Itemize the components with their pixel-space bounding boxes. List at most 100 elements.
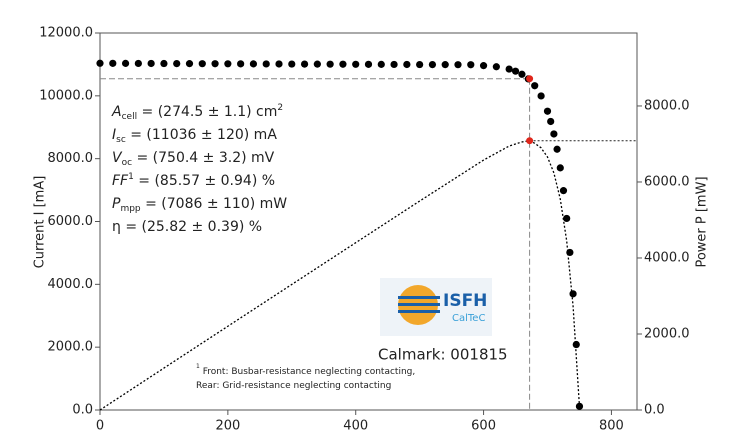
annotation-part: = (274.5 ± 1.1) cm — [137, 104, 277, 120]
iv-point — [563, 214, 571, 223]
iv-point — [479, 62, 488, 70]
iv-point — [134, 59, 142, 68]
footnote-part: 1 — [196, 363, 200, 370]
annotation-part: FF — [112, 173, 129, 189]
iv-point — [96, 59, 104, 67]
iv-point — [467, 61, 475, 69]
footnote-part: Rear: Grid-resistance neglecting contact… — [196, 381, 391, 391]
x-tick-label: 400 — [343, 419, 368, 434]
y2-tick-label: 2000.0 — [644, 326, 690, 341]
iv-point — [249, 60, 258, 68]
logo-stripe — [398, 303, 440, 306]
annotation-part: A — [111, 104, 122, 120]
x-tick-label: 800 — [599, 419, 624, 434]
iv-point — [224, 60, 232, 68]
iv-point — [492, 63, 500, 71]
y2-tick-label: 6000.0 — [644, 174, 690, 189]
annotation: Acell = (274.5 ± 1.1) cm2 — [111, 103, 283, 122]
iv-point — [377, 60, 385, 68]
iv-point — [185, 60, 194, 68]
calmark: Calmark: 001815 — [378, 346, 508, 364]
annotation-part: η = (25.82 ± 0.39) % — [112, 219, 262, 235]
annotation-part: = (11036 ± 120) mA — [126, 127, 278, 143]
iv-point — [547, 117, 555, 126]
iv-point — [288, 60, 296, 68]
iv-point — [390, 60, 398, 69]
iv-point — [275, 60, 283, 68]
iv-point — [160, 59, 168, 68]
annotation-part: cell — [122, 112, 138, 122]
iv-point — [454, 61, 462, 69]
iv-point — [416, 60, 424, 69]
iv-point — [262, 60, 270, 68]
iv-point — [550, 130, 558, 138]
annotation-part: I — [112, 127, 116, 143]
iv-point — [556, 164, 564, 172]
iv-point — [121, 59, 130, 67]
y-tick-label: 0.0 — [72, 403, 93, 418]
iv-point — [198, 60, 206, 68]
annotation: Isc = (11036 ± 120) mA — [112, 127, 277, 145]
iv-point — [569, 290, 577, 298]
annotation-part: P — [112, 196, 121, 212]
iv-point — [326, 60, 334, 68]
annotation: Voc = (750.4 ± 3.2) mV — [112, 150, 275, 168]
x-tick-label: 0 — [96, 419, 104, 434]
logo-text: ISFH — [443, 291, 487, 311]
iv-point — [428, 61, 437, 69]
annotation-part: 2 — [277, 103, 283, 113]
logo-subtext: CalTeC — [452, 313, 485, 324]
iv-point — [531, 82, 539, 90]
iv-point — [505, 65, 513, 73]
iv-point — [109, 59, 117, 67]
x-tick-label: 200 — [215, 419, 240, 434]
y-tick-label: 10000.0 — [39, 88, 93, 103]
logo: ISFH CalTeC — [380, 278, 492, 336]
y2-tick-label: 8000.0 — [644, 98, 690, 113]
annotation-part: oc — [122, 158, 133, 168]
iv-point — [511, 67, 520, 75]
logo-stripe — [398, 310, 440, 313]
iv-point — [364, 60, 373, 68]
iv-point — [147, 59, 155, 68]
footnote: Rear: Grid-resistance neglecting contact… — [196, 381, 391, 391]
y-tick-label: 12000.0 — [39, 26, 93, 41]
iv-point — [339, 60, 347, 68]
y2-axis-label: Power P [mW] — [695, 176, 710, 267]
iv-point — [518, 70, 526, 78]
mpp-point — [526, 75, 534, 83]
annotation-part: = (85.57 ± 0.94) % — [134, 173, 275, 189]
y2-tick-label: 4000.0 — [644, 250, 690, 265]
annotation-part: = (750.4 ± 3.2) mV — [132, 150, 275, 166]
iv-point — [543, 107, 552, 115]
iv-point — [173, 59, 181, 68]
annotation: η = (25.82 ± 0.39) % — [112, 219, 262, 235]
iv-point — [352, 60, 360, 68]
iv-point — [403, 60, 411, 69]
y-tick-label: 8000.0 — [48, 151, 94, 166]
annotation-part: V — [112, 150, 123, 166]
iv-point — [559, 187, 568, 195]
iv-point — [441, 61, 449, 69]
y-axis-label: Current I [mA] — [33, 176, 48, 269]
x-tick-label: 600 — [471, 419, 496, 434]
annotation-part: = (7086 ± 110) mW — [141, 196, 288, 212]
power-curve — [99, 140, 581, 411]
iv-point — [313, 60, 321, 68]
annotation: Pmpp = (7086 ± 110) mW — [112, 196, 287, 214]
y-tick-label: 6000.0 — [48, 214, 94, 229]
footnote: 1 Front: Busbar-resistance neglecting co… — [196, 363, 415, 377]
iv-point — [572, 340, 580, 349]
footnote-part: Front: Busbar-resistance neglecting cont… — [200, 367, 415, 377]
annotation-part: mpp — [120, 204, 140, 214]
mpp-power-point — [526, 137, 534, 145]
iv-point — [211, 60, 219, 68]
iv-point — [537, 92, 545, 100]
annotation-part: sc — [116, 135, 126, 145]
iv-point — [300, 60, 309, 68]
annotation: FF1 = (85.57 ± 0.94) % — [112, 172, 275, 190]
y-tick-label: 2000.0 — [48, 340, 94, 355]
y2-tick-label: 0.0 — [644, 403, 665, 418]
y-tick-label: 4000.0 — [48, 277, 94, 292]
